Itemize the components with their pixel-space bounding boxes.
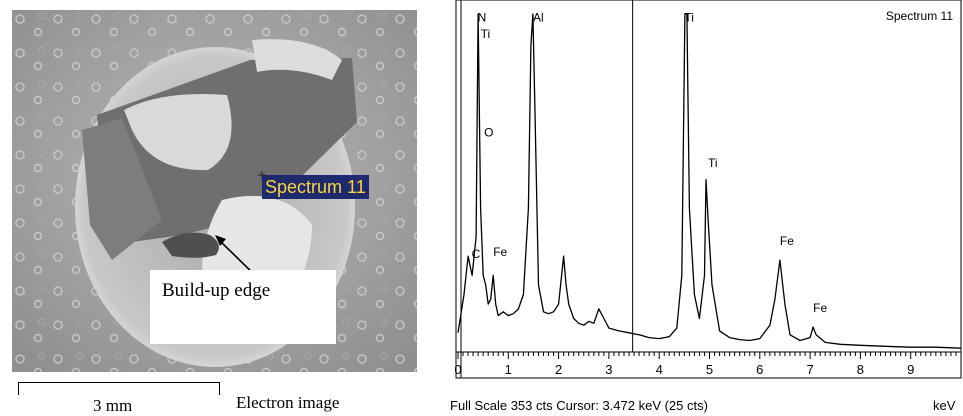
spectrum-line — [457, 13, 962, 349]
x-tick-label: 9 — [907, 362, 914, 377]
peak-labels: N Ti O C Fe Al Ti Ti Fe Fe — [472, 11, 828, 315]
x-tick-label: 2 — [555, 362, 562, 377]
x-tick-label: 3 — [605, 362, 612, 377]
x-tick-label: 0 — [454, 362, 461, 377]
peak-label: C — [472, 247, 481, 261]
electron-image-panel: Spectrum 11 Build-up edge — [12, 10, 417, 372]
spectrum-series — [457, 13, 962, 349]
annotation-box: Build-up edge — [150, 270, 336, 344]
x-axis: 0 1 2 3 4 5 6 7 8 9 — [454, 351, 962, 377]
peak-label: Al — [533, 11, 544, 25]
x-tick-label: 1 — [505, 362, 512, 377]
peak-label: N — [478, 11, 487, 25]
x-tick-label: 4 — [656, 362, 663, 377]
peak-label: Fe — [780, 234, 794, 248]
peak-label: Fe — [493, 245, 507, 259]
eds-spectrum-chart: 0 1 2 3 4 5 6 7 8 9 N Ti O C Fe Al Ti Ti Fe Fe Spectrum 11 — [454, 0, 962, 379]
image-label: Electron image — [236, 393, 340, 412]
x-tick-label: 5 — [706, 362, 713, 377]
peak-label: O — [484, 126, 493, 140]
spectrum-title: Spectrum 11 — [886, 9, 953, 23]
spectrum-footer-info: Full Scale 353 cts Cursor: 3.472 keV (25… — [450, 398, 708, 413]
peak-label: Fe — [813, 301, 827, 315]
peak-label: Ti — [708, 156, 718, 170]
plot-frame — [455, 0, 962, 379]
x-tick-label: 7 — [806, 362, 813, 377]
peak-label: Ti — [481, 27, 491, 41]
x-tick-label: 6 — [756, 362, 763, 377]
x-tick-label: 8 — [857, 362, 864, 377]
spectrum-tag: Spectrum 11 — [262, 175, 369, 199]
scale-bar-label: 3 mm — [93, 396, 133, 415]
peak-label: Ti — [684, 11, 694, 25]
annotation-label: Build-up edge — [162, 280, 271, 301]
x-axis-unit: keV — [933, 398, 956, 413]
scale-bar — [18, 382, 220, 395]
